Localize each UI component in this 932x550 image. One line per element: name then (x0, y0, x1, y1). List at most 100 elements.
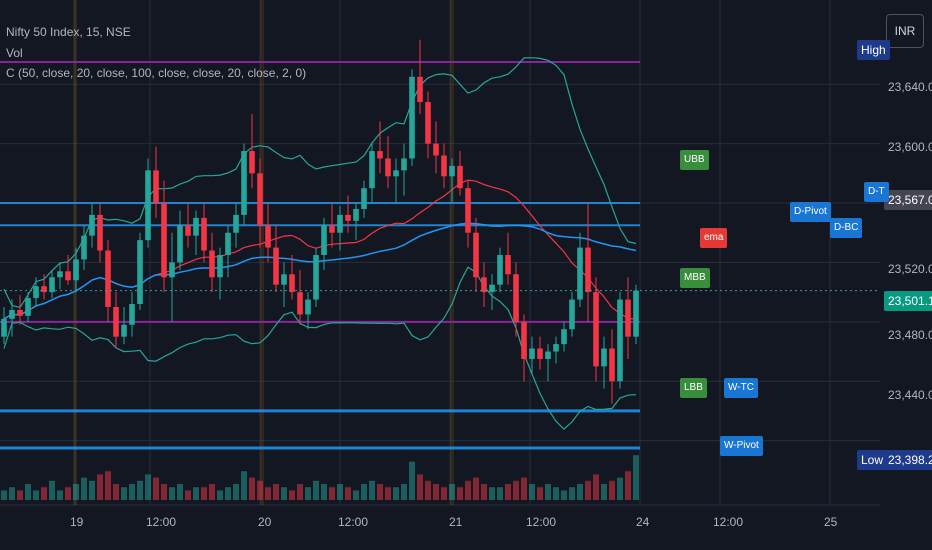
candle-body (377, 151, 383, 159)
marker-ema[interactable]: ema (700, 228, 728, 248)
candle-body (305, 299, 311, 315)
candle-body (193, 217, 199, 236)
volume-bar (417, 474, 423, 500)
candle-body (257, 173, 263, 226)
volume-bar (313, 480, 319, 500)
volume-bar (401, 484, 407, 500)
volume-bar (593, 474, 599, 500)
time-tick: 25 (824, 515, 838, 529)
volume-bar (329, 487, 335, 500)
candle-body (353, 208, 359, 221)
candle-body (369, 151, 375, 189)
candle-body (97, 214, 103, 251)
candle-body (249, 151, 255, 174)
candle-body (633, 290, 639, 337)
candle-body (217, 255, 223, 278)
lower-band (3, 266, 637, 430)
candle-body (137, 240, 143, 304)
candle-body (73, 259, 79, 281)
marker-mbb[interactable]: MBB (680, 268, 710, 288)
volume-bar (9, 487, 15, 500)
candle-body (297, 292, 303, 315)
marker-d-bc[interactable]: D-BC (830, 218, 863, 238)
candle-body (417, 76, 423, 103)
currency-button[interactable]: INR (886, 14, 924, 48)
volume-bar (233, 484, 239, 500)
candle-body (265, 225, 271, 248)
volume-bar (25, 484, 31, 500)
volume-bar (393, 487, 399, 500)
candle-body (465, 188, 471, 233)
candle-body (25, 298, 31, 316)
volume-bar (449, 484, 455, 500)
candle-body (9, 309, 15, 319)
marker-d-t[interactable]: D-T (864, 182, 889, 202)
candle-body (329, 225, 335, 233)
candle-body (57, 271, 63, 278)
time-tick: 12:00 (146, 515, 177, 529)
volume-legend[interactable]: Vol (6, 46, 23, 60)
symbol-legend[interactable]: Nifty 50 Index, 15, NSE (6, 25, 131, 39)
candle-body (337, 214, 343, 233)
price-tick: 23,520.00 (888, 262, 932, 276)
candle-body (433, 143, 439, 156)
candle-body (89, 214, 95, 236)
marker-ubb[interactable]: UBB (680, 150, 709, 170)
volume-bar (73, 484, 79, 500)
price-tick: 23,440.00 (888, 388, 932, 402)
volume-bar (617, 477, 623, 500)
candle-body (489, 284, 495, 293)
volume-bar (497, 487, 503, 500)
session-separator (260, 0, 264, 505)
volume-bar (89, 480, 95, 500)
volume-bar (305, 487, 311, 500)
candle-body (33, 286, 39, 299)
candle-body (241, 151, 247, 215)
marker-lbb[interactable]: LBB (680, 378, 707, 398)
time-tick: 21 (449, 515, 463, 529)
marker-d-pivot[interactable]: D-Pivot (790, 202, 831, 222)
candle-body (129, 304, 135, 325)
volume-bar (113, 484, 119, 500)
volume-bar (193, 487, 199, 500)
candle-body (321, 225, 327, 255)
price-tag-high: 23,567.00 (884, 190, 932, 210)
volume-bar (281, 487, 287, 500)
chart-grid (0, 0, 880, 506)
volume-bar (481, 484, 487, 500)
volume-bar (385, 487, 391, 500)
price-tick: 23,600.00 (888, 140, 932, 154)
volume-bar (345, 487, 351, 500)
candle-body (481, 277, 487, 293)
volume-bar (577, 484, 583, 500)
candle-body (497, 255, 503, 285)
candle-body (617, 299, 623, 382)
candle-body (201, 217, 207, 251)
marker-w-pivot[interactable]: W-Pivot (720, 436, 763, 456)
candle-body (153, 170, 159, 204)
volume-bar (49, 480, 55, 500)
candle-body (169, 262, 175, 278)
candle-body (113, 306, 119, 337)
price-tick: 23,480.00 (888, 328, 932, 342)
candle-body (521, 321, 527, 359)
volume-bar (633, 455, 639, 500)
marker-w-tc[interactable]: W-TC (724, 378, 758, 398)
volume-bar (249, 477, 255, 500)
candle-body (601, 348, 607, 367)
volume-bar (257, 480, 263, 500)
volume-bar (17, 490, 23, 500)
price-tag-low: 23,398.20 (884, 450, 932, 470)
volume-bar (369, 480, 375, 500)
candle-body (561, 329, 567, 345)
candle-body (577, 247, 583, 300)
volume-bar (169, 487, 175, 500)
time-tick: 20 (258, 515, 272, 529)
volume-bar (297, 484, 303, 500)
indicator-legend[interactable]: C (50, close, 20, close, 100, close, clo… (6, 66, 307, 80)
time-tick: 12:00 (713, 515, 744, 529)
candle-body (121, 324, 127, 337)
candle-body (313, 255, 319, 300)
volume-bar (289, 490, 295, 500)
